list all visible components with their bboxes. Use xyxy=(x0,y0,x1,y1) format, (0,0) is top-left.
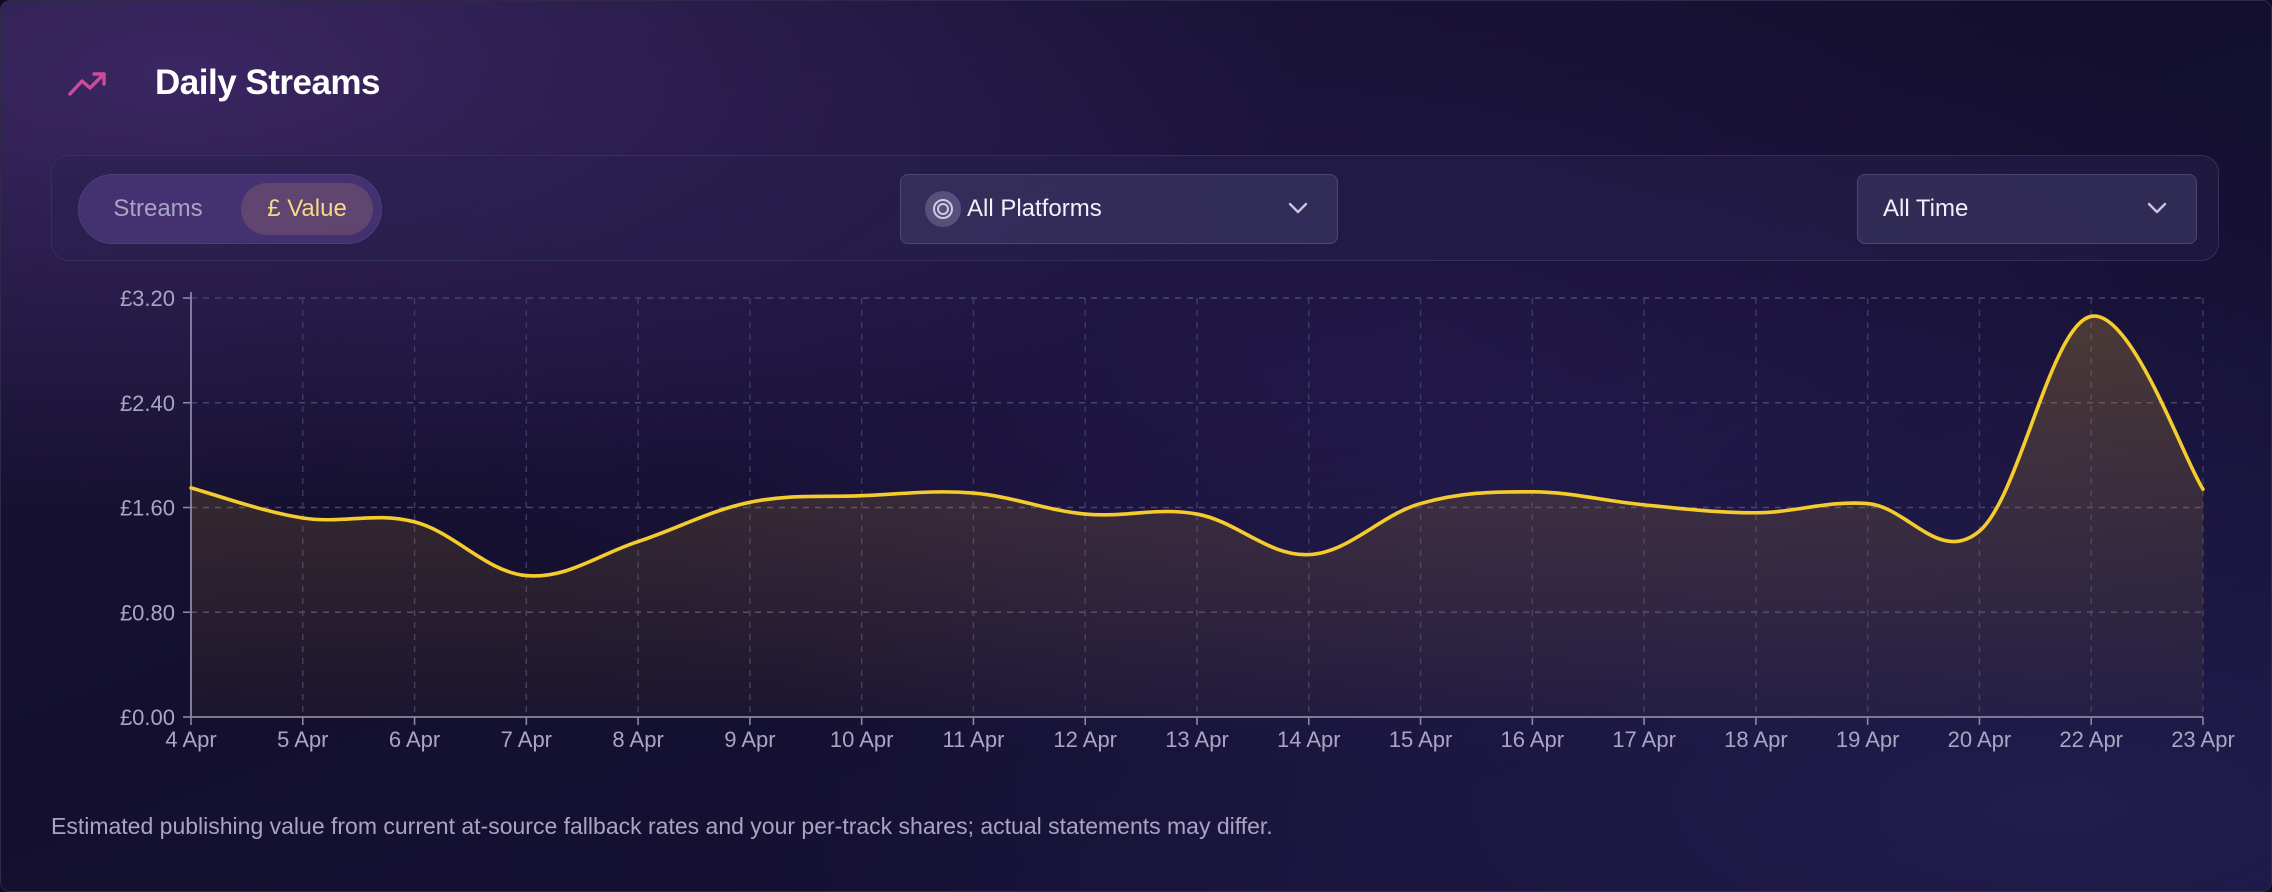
x-tick-label: 13 Apr xyxy=(1165,727,1229,752)
value-area-chart: £0.00 £0.80 £1.60 £2.40 £3.20 4 Apr 5 Apr 6 Apr… xyxy=(120,286,2235,752)
x-tick-label: 5 Apr xyxy=(277,727,328,752)
x-tick-label: 8 Apr xyxy=(612,727,663,752)
chart-toolbar: Streams £ Value All Platforms All Time xyxy=(51,155,2219,261)
x-tick-label: 16 Apr xyxy=(1501,727,1565,752)
metric-toggle: Streams £ Value xyxy=(78,174,382,244)
time-range-select-value: All Time xyxy=(1883,195,1969,222)
trending-up-icon xyxy=(68,72,106,96)
x-tick-label: 7 Apr xyxy=(501,727,552,752)
time-range-select[interactable]: All Time xyxy=(1857,174,2197,244)
page-title: Daily Streams xyxy=(155,63,381,102)
platform-select[interactable]: All Platforms xyxy=(900,174,1338,244)
x-tick-label: 19 Apr xyxy=(1836,727,1900,752)
x-tick-label: 4 Apr xyxy=(165,727,216,752)
series-area xyxy=(191,316,2203,717)
y-tick-label: £3.20 xyxy=(120,286,175,311)
toggle-streams-option[interactable]: Streams xyxy=(113,195,203,222)
series-line xyxy=(189,314,2205,578)
x-tick-label: 10 Apr xyxy=(830,727,894,752)
y-tick-label: £1.60 xyxy=(120,496,175,521)
x-tick-label: 6 Apr xyxy=(389,727,440,752)
x-tick-label: 9 Apr xyxy=(724,727,775,752)
x-tick-label: 22 Apr xyxy=(2059,727,2123,752)
x-tick-label: 20 Apr xyxy=(1948,727,2012,752)
chevron-down-icon xyxy=(1288,202,1308,214)
card-header: Daily Streams xyxy=(67,63,381,103)
y-tick-label: £0.00 xyxy=(120,705,175,730)
x-tick-label: 15 Apr xyxy=(1389,727,1453,752)
x-tick-label: 11 Apr xyxy=(942,727,1004,752)
x-tick-label: 23 Apr xyxy=(2171,727,2235,752)
x-tick-label: 14 Apr xyxy=(1277,727,1341,752)
footnote: Estimated publishing value from current … xyxy=(51,813,1273,839)
platform-select-value: All Platforms xyxy=(967,195,1102,222)
chevron-down-icon xyxy=(2147,202,2167,214)
y-tick-label: £2.40 xyxy=(120,391,175,416)
x-tick-label: 18 Apr xyxy=(1724,727,1788,752)
y-tick-label: £0.80 xyxy=(120,600,175,625)
x-tick-label: 17 Apr xyxy=(1612,727,1676,752)
platform-icon xyxy=(925,191,961,227)
x-tick-label: 12 Apr xyxy=(1053,727,1117,752)
toggle-value-option[interactable]: £ Value xyxy=(241,183,373,235)
